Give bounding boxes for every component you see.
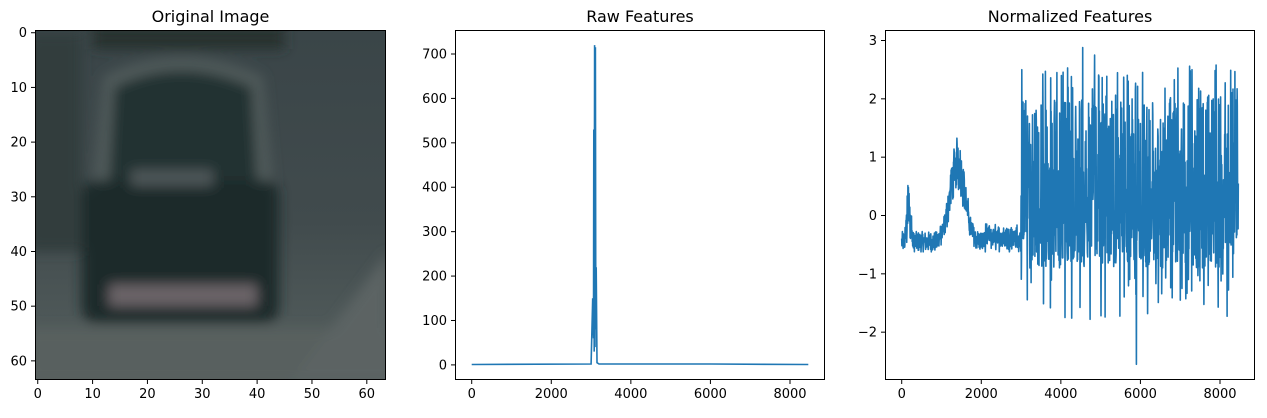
y-tick-label: 100	[422, 314, 447, 329]
x-axis-ticks: 0 2000 4000 6000 8000	[468, 380, 807, 402]
y-tick-label: 200	[422, 270, 447, 285]
x-tick-label: 50	[304, 387, 321, 402]
y-tick-label: 40	[10, 245, 27, 260]
normalized-features-line	[900, 46, 1240, 366]
raw-features-panel: Raw Features 0 2000 4000 6000 8000 0 100 200 30…	[422, 7, 825, 402]
y-tick-label: 20	[10, 136, 27, 151]
y-tick-label: 1	[869, 151, 877, 166]
y-tick-label: 700	[422, 47, 447, 62]
y-tick-label: −2	[858, 326, 877, 341]
x-tick-label: 2000	[965, 387, 998, 402]
raw-features-line	[471, 45, 809, 366]
axes-frame	[35, 30, 386, 380]
y-tick-label: −1	[858, 267, 877, 282]
x-tick-label: 40	[249, 387, 266, 402]
y-tick-label: 300	[422, 225, 447, 240]
normalized-features-panel: Normalized Features 0 2000 4000 6000 8000 3 2…	[858, 7, 1255, 402]
original-image	[35, 30, 386, 380]
x-tick-label: 0	[34, 387, 42, 402]
x-tick-label: 30	[194, 387, 211, 402]
x-axis-ticks: 0 2000 4000 6000 8000	[898, 380, 1237, 402]
panel-title: Raw Features	[586, 7, 694, 26]
y-tick-label: 60	[10, 354, 27, 369]
axes-frame	[885, 30, 1255, 380]
y-tick-label: 10	[10, 81, 27, 96]
x-tick-label: 0	[898, 387, 906, 402]
y-tick-label: 3	[869, 34, 877, 49]
y-tick-label: 0	[19, 26, 27, 41]
original-image-panel: Original Image 0 10 20 30 40 50 60 0 10 20 30 40 50…	[10, 7, 386, 402]
y-tick-label: 2	[869, 92, 877, 107]
x-tick-label: 60	[359, 387, 376, 402]
axes-frame	[455, 30, 825, 380]
x-tick-label: 4000	[614, 387, 647, 402]
x-tick-label: 4000	[1044, 387, 1077, 402]
y-tick-label: 0	[439, 358, 447, 373]
x-axis-ticks: 0 10 20 30 40 50 60	[34, 380, 375, 402]
x-tick-label: 10	[84, 387, 101, 402]
y-tick-label: 600	[422, 92, 447, 107]
panel-title: Original Image	[152, 7, 270, 26]
plot-area	[471, 45, 809, 366]
x-tick-label: 6000	[694, 387, 727, 402]
x-tick-label: 0	[468, 387, 476, 402]
plot-area	[900, 46, 1240, 366]
y-tick-label: 30	[10, 190, 27, 205]
y-tick-label: 0	[869, 209, 877, 224]
panel-title: Normalized Features	[988, 7, 1153, 26]
x-tick-label: 20	[139, 387, 156, 402]
x-tick-label: 8000	[1203, 387, 1236, 402]
y-tick-label: 400	[422, 181, 447, 196]
x-tick-label: 6000	[1124, 387, 1157, 402]
y-axis-ticks: 0 10 20 30 40 50 60	[10, 26, 35, 369]
y-axis-ticks: 0 100 200 300 400 500 600 700	[422, 47, 455, 373]
y-tick-label: 50	[10, 300, 27, 315]
x-tick-label: 8000	[773, 387, 806, 402]
x-tick-label: 2000	[535, 387, 568, 402]
y-axis-ticks: 3 2 1 0 −1 −2	[858, 34, 885, 341]
y-tick-label: 500	[422, 136, 447, 151]
